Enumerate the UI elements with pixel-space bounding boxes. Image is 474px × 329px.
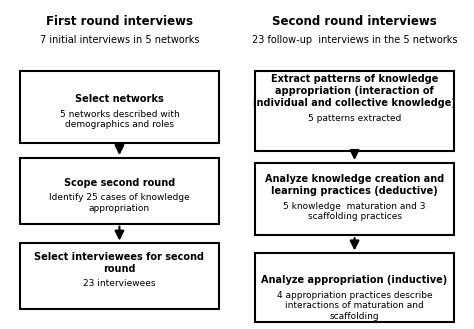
Text: Second round interviews: Second round interviews [272, 15, 437, 28]
Text: Select networks: Select networks [75, 94, 164, 104]
FancyBboxPatch shape [255, 71, 454, 151]
Text: 23 follow-up  interviews in the 5 networks: 23 follow-up interviews in the 5 network… [252, 35, 457, 44]
Text: 23 interviewees: 23 interviewees [83, 279, 155, 288]
FancyBboxPatch shape [20, 158, 219, 224]
FancyBboxPatch shape [255, 253, 454, 322]
Text: 7 initial interviews in 5 networks: 7 initial interviews in 5 networks [40, 35, 199, 44]
FancyBboxPatch shape [20, 243, 219, 309]
Text: Identify 25 cases of knowledge
appropriation: Identify 25 cases of knowledge appropria… [49, 193, 190, 213]
Text: Scope second round: Scope second round [64, 178, 175, 188]
FancyBboxPatch shape [255, 163, 454, 235]
Text: 5 patterns extracted: 5 patterns extracted [308, 114, 401, 123]
Text: Analyze knowledge creation and
learning practices (deductive): Analyze knowledge creation and learning … [265, 174, 444, 196]
Text: First round interviews: First round interviews [46, 15, 193, 28]
Text: Select interviewees for second
round: Select interviewees for second round [35, 252, 204, 274]
Text: 5 networks described with
demographics and roles: 5 networks described with demographics a… [60, 110, 179, 129]
FancyBboxPatch shape [20, 71, 219, 143]
Text: Analyze appropriation (inductive): Analyze appropriation (inductive) [262, 275, 447, 285]
Text: 4 appropriation practices describe
interactions of maturation and
scaffolding: 4 appropriation practices describe inter… [277, 291, 432, 321]
Text: 5 knowledge  maturation and 3
scaffolding practices: 5 knowledge maturation and 3 scaffolding… [283, 202, 426, 221]
Text: Extract patterns of knowledge
appropriation (interaction of
individual and colle: Extract patterns of knowledge appropriat… [253, 74, 456, 108]
